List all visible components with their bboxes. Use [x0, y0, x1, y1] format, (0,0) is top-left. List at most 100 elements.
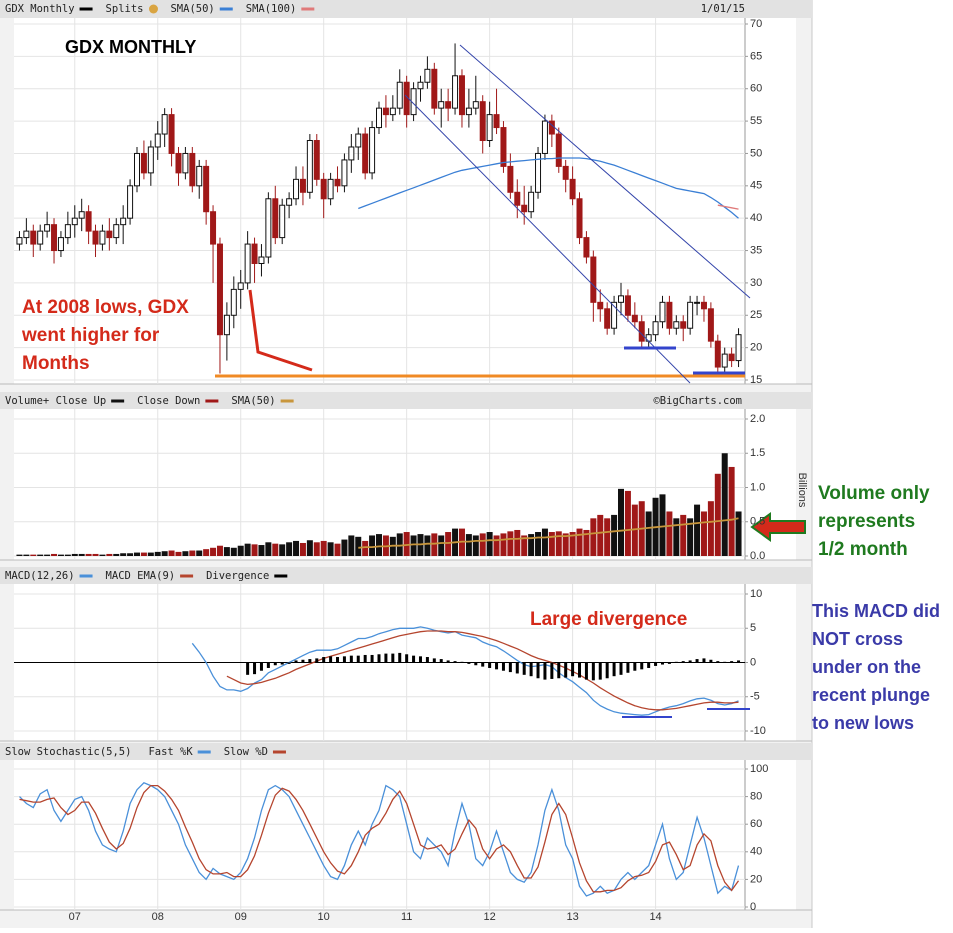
divergence-bar [640, 662, 644, 670]
legend-swatch [79, 7, 93, 11]
y-tick-label: 0 [750, 656, 756, 668]
volume-bar [403, 532, 410, 556]
legend-label: Divergence [206, 570, 269, 582]
volume-bar [341, 539, 348, 556]
divergence-bar [259, 662, 263, 671]
candle-body [721, 353, 728, 368]
volume-bar [445, 532, 452, 556]
volume-bar [410, 535, 417, 556]
volume-bar [548, 532, 555, 556]
candle-body [44, 224, 51, 232]
line [19, 784, 740, 893]
annotation: recent plunge [812, 685, 930, 705]
red-arrow [248, 289, 313, 372]
candle-body [382, 107, 389, 116]
candle-body [458, 75, 465, 116]
y-tick-label: 45 [750, 180, 762, 192]
candle-body [216, 243, 223, 336]
candle-body [120, 217, 127, 226]
divergence-bar [737, 660, 741, 663]
volume-bar [286, 542, 293, 556]
divergence-bar [287, 662, 291, 664]
candle-body [438, 101, 445, 109]
candle-body [680, 321, 687, 329]
candle-body [16, 237, 23, 245]
legend-swatch [148, 4, 158, 14]
candle-body [196, 165, 203, 187]
volume-bar [99, 554, 106, 556]
candle-body [479, 101, 486, 142]
volume-bar [507, 531, 514, 556]
candle-body [51, 224, 58, 252]
divergence-bar [660, 662, 664, 665]
annotation: to new lows [812, 713, 914, 733]
candle-body [728, 353, 735, 362]
header-strip [0, 392, 812, 409]
legend-label: MACD EMA(9) [106, 570, 176, 582]
candle-body [445, 101, 452, 109]
divergence-bar [688, 660, 692, 663]
divergence-bar [370, 654, 374, 663]
y-tick-label: 1.0 [750, 481, 765, 493]
y-tick-label: 10 [750, 588, 762, 600]
divergence-bar [605, 662, 609, 679]
y-tick-label: -5 [750, 691, 760, 703]
volume-bar [78, 553, 85, 556]
candle-body [23, 230, 30, 239]
divergence-bar [584, 662, 588, 680]
volume-bar [493, 535, 500, 556]
panels [0, 0, 812, 911]
volume-bar [611, 514, 618, 556]
volume-bar [500, 533, 507, 556]
candle-body [272, 198, 279, 239]
volume-bar [514, 529, 521, 556]
divergence-bar [467, 662, 471, 664]
divergence-bar [336, 657, 340, 663]
volume-bar [168, 550, 175, 556]
volume-bar [313, 542, 320, 556]
legend-label: Volume+ Close Up [5, 395, 106, 407]
candle-body [590, 256, 597, 303]
y-axis-label: Billions [796, 473, 808, 508]
candle-body [362, 133, 369, 174]
candle-body [638, 321, 645, 342]
y-tick-label: 15 [750, 374, 762, 386]
volume-bar [604, 518, 611, 556]
panel [14, 18, 796, 384]
volume-bar [569, 532, 576, 556]
volume-bar [486, 532, 493, 556]
candle-body [714, 340, 721, 368]
x-tick-label: 12 [484, 911, 496, 923]
y-tick-label: 0.5 [750, 516, 765, 528]
volume-bar [196, 550, 203, 556]
candle-body [396, 81, 403, 109]
divergence-bar [522, 662, 526, 675]
candle-body [700, 301, 707, 310]
candle-body [424, 68, 431, 83]
volume-bar [369, 535, 376, 556]
volume-bar [528, 534, 535, 556]
candle-body [106, 230, 113, 239]
divergence-bar [384, 653, 388, 663]
candle-body [140, 152, 147, 174]
y-tick-label: 40 [750, 846, 762, 858]
divergence-bar [356, 655, 360, 663]
volume-bar [728, 466, 735, 556]
volume-bar [92, 553, 99, 556]
candle-body [78, 211, 85, 219]
volume-bar [535, 532, 542, 556]
y-tick-label: 5 [750, 622, 756, 634]
candle-body [134, 152, 140, 187]
volume-bar [376, 534, 382, 556]
legend-label: GDX Monthly [5, 3, 75, 15]
divergence-bar [654, 662, 658, 666]
candle-body [514, 191, 521, 206]
candle-body [604, 308, 611, 329]
candle-body [182, 152, 189, 174]
volume-bar [438, 535, 445, 556]
divergence-bar [564, 662, 568, 678]
legend-swatch [111, 399, 125, 403]
divergence-bar [626, 662, 630, 673]
divergence-bar [612, 662, 616, 677]
candle-body [258, 256, 265, 264]
